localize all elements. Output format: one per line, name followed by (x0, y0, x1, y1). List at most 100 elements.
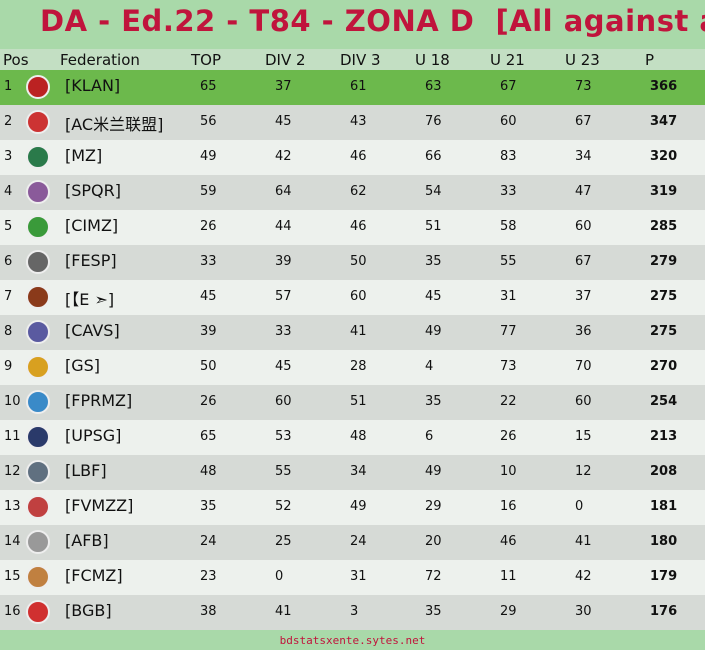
position: 9 (4, 359, 13, 374)
points: 285 (650, 219, 678, 234)
points: 181 (650, 499, 678, 514)
column-header: P (645, 51, 655, 69)
points: 180 (650, 534, 678, 549)
table-row: 6 [FESP] 33 39 50 35 55 67 279 (0, 245, 705, 280)
score: 60 (575, 394, 592, 409)
position: 12 (4, 464, 21, 479)
score: 3 (350, 604, 359, 619)
column-header: DIV 3 (340, 51, 381, 69)
score: 83 (500, 149, 517, 164)
position: 14 (4, 534, 21, 549)
score: 77 (500, 324, 517, 339)
score: 45 (275, 359, 292, 374)
position: 13 (4, 499, 21, 514)
federation: [GS] (65, 356, 101, 375)
score: 60 (500, 114, 517, 129)
column-header: Pos (3, 51, 29, 69)
score: 51 (350, 394, 367, 409)
score: 54 (425, 184, 442, 199)
score: 45 (200, 289, 217, 304)
score: 65 (200, 429, 217, 444)
points: 254 (650, 394, 678, 409)
table-row: 3 [MZ] 49 42 46 66 83 34 320 (0, 140, 705, 175)
score: 60 (575, 219, 592, 234)
score: 16 (500, 499, 517, 514)
points: 176 (650, 604, 678, 619)
score: 46 (350, 149, 367, 164)
score: 56 (200, 114, 217, 129)
score: 49 (200, 149, 217, 164)
score: 64 (275, 184, 292, 199)
score: 30 (575, 604, 592, 619)
score: 48 (350, 429, 367, 444)
team-logo (26, 180, 50, 204)
points: 366 (650, 79, 678, 94)
score: 73 (500, 359, 517, 374)
score: 48 (200, 464, 217, 479)
score: 24 (200, 534, 217, 549)
score: 45 (425, 289, 442, 304)
team-logo (26, 460, 50, 484)
score: 34 (350, 464, 367, 479)
score: 66 (425, 149, 442, 164)
position: 10 (4, 394, 21, 409)
score: 58 (500, 219, 517, 234)
score: 20 (425, 534, 442, 549)
team-logo (26, 250, 50, 274)
team-logo (26, 75, 50, 99)
column-header: U 23 (565, 51, 600, 69)
score: 0 (275, 569, 284, 584)
federation: [FCMZ] (65, 566, 123, 585)
score: 59 (200, 184, 217, 199)
federation: [CIMZ] (65, 216, 119, 235)
table-row: 9 [GS] 50 45 28 4 73 70 270 (0, 350, 705, 385)
federation: [UPSG] (65, 426, 122, 445)
score: 49 (425, 464, 442, 479)
table-row: 8 [CAVS] 39 33 41 49 77 36 275 (0, 315, 705, 350)
score: 29 (425, 499, 442, 514)
position: 1 (4, 79, 13, 94)
score: 41 (350, 324, 367, 339)
points: 208 (650, 464, 678, 479)
score: 61 (350, 79, 367, 94)
team-logo (26, 355, 50, 379)
score: 70 (575, 359, 592, 374)
score: 33 (500, 184, 517, 199)
position: 11 (4, 429, 21, 444)
score: 52 (275, 499, 292, 514)
table-row: 13 [FVMZZ] 35 52 49 29 16 0 181 (0, 490, 705, 525)
table-header: Pos Federation TOP DIV 2 DIV 3 U 18 U 21 U 23 P (0, 49, 705, 70)
score: 33 (200, 254, 217, 269)
score: 50 (200, 359, 217, 374)
federation: [AC米兰联盟] (65, 115, 164, 134)
score: 72 (425, 569, 442, 584)
position: 5 (4, 219, 13, 234)
score: 33 (275, 324, 292, 339)
score: 49 (350, 499, 367, 514)
score: 26 (200, 219, 217, 234)
points: 319 (650, 184, 678, 199)
federation: [AFB] (65, 531, 109, 550)
score: 31 (350, 569, 367, 584)
score: 67 (575, 254, 592, 269)
team-logo (26, 110, 50, 134)
team-logo (26, 285, 50, 309)
score: 63 (425, 79, 442, 94)
score: 35 (200, 499, 217, 514)
team-logo (26, 425, 50, 449)
position: 8 (4, 324, 13, 339)
score: 45 (275, 114, 292, 129)
team-logo (26, 320, 50, 344)
score: 42 (575, 569, 592, 584)
score: 50 (350, 254, 367, 269)
score: 46 (350, 219, 367, 234)
table-row: 16 [BGB] 38 41 3 35 29 30 176 (0, 595, 705, 630)
table-row: 10 [FPRMZ] 26 60 51 35 22 60 254 (0, 385, 705, 420)
federation: [FESP] (65, 251, 117, 270)
score: 34 (575, 149, 592, 164)
score: 10 (500, 464, 517, 479)
score: 4 (425, 359, 434, 374)
federation: [CAVS] (65, 321, 120, 340)
score: 42 (275, 149, 292, 164)
